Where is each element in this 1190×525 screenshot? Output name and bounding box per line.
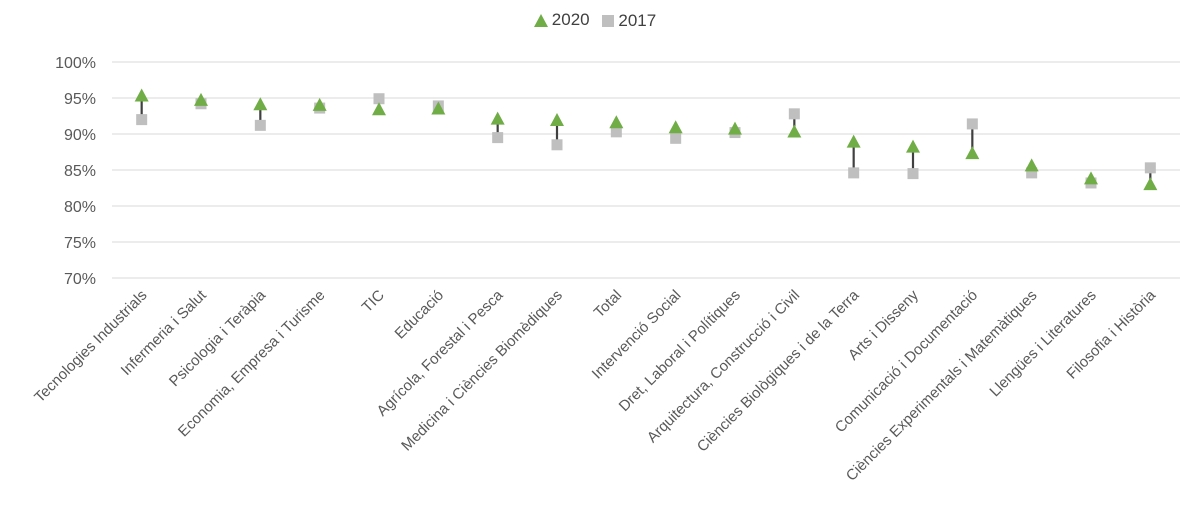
legend-label-2017: 2017 (618, 10, 657, 30)
point-2020 (668, 120, 683, 134)
y-tick-label: 70% (64, 271, 96, 288)
point-2017 (610, 126, 622, 138)
point-2020 (787, 124, 802, 138)
x-tick-label: Dret, Laboral i Polítiques (616, 287, 744, 415)
point-2020 (1024, 158, 1039, 172)
point-2020 (1143, 177, 1158, 191)
x-tick-label: Total (591, 287, 625, 321)
point-2017 (551, 139, 563, 151)
point-2020 (906, 139, 920, 153)
y-tick-label: 95% (64, 91, 96, 108)
triangle-marker-icon (533, 13, 548, 27)
point-2020 (728, 121, 742, 135)
square-marker-icon (602, 14, 615, 27)
x-tick-label: Educació (391, 287, 447, 343)
point-2020 (965, 146, 980, 160)
point-2017 (492, 132, 504, 144)
x-tick-label: Tecnologies Industrials (31, 287, 150, 406)
y-tick-label: 75% (64, 235, 96, 252)
point-2017 (788, 108, 800, 120)
x-tick-label: TIC (359, 287, 388, 316)
point-2020 (134, 88, 149, 102)
point-2020 (312, 97, 327, 111)
point-2020 (1084, 171, 1098, 185)
legend-item-2020: 2020 (533, 10, 590, 30)
point-2020 (609, 115, 624, 129)
y-tick-label: 80% (64, 199, 96, 216)
point-2017 (254, 119, 266, 131)
legend: 2020 2017 (0, 10, 1190, 32)
point-2020 (253, 97, 268, 111)
point-2017 (670, 132, 682, 144)
point-2020 (431, 101, 446, 115)
point-2017 (1144, 162, 1156, 174)
point-2017 (966, 118, 978, 130)
point-2017 (848, 167, 860, 179)
point-2020 (490, 111, 505, 125)
point-2017 (907, 168, 919, 180)
point-2020 (846, 134, 861, 148)
point-2020 (194, 92, 208, 106)
legend-label-2020: 2020 (551, 10, 590, 29)
x-tick-label: Llengües i Literatures (986, 287, 1099, 400)
y-tick-label: 85% (64, 163, 96, 180)
point-2020 (550, 113, 564, 127)
point-2017 (373, 93, 385, 105)
y-tick-label: 90% (64, 127, 96, 144)
point-2017 (1026, 167, 1038, 179)
y-tick-label: 100% (55, 55, 96, 72)
point-2020 (372, 102, 386, 116)
point-2017 (136, 114, 148, 126)
legend-item-2017: 2017 (602, 11, 656, 31)
